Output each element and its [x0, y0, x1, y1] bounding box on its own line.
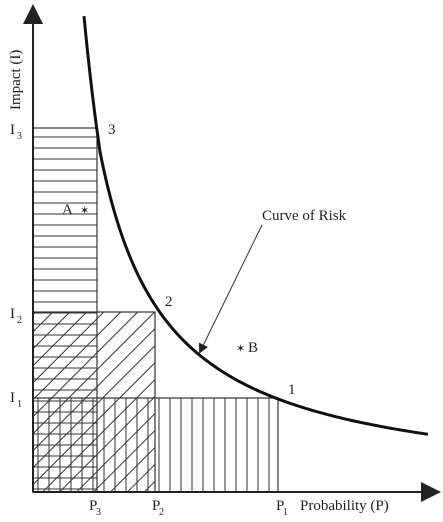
curve-point-label: 1	[288, 382, 296, 398]
x-level-label: P	[89, 498, 97, 514]
curve-label: Curve of Risk	[262, 208, 347, 224]
x-axis-label: Probability (P)	[300, 498, 389, 514]
y-level-label-sub: 3	[17, 131, 22, 142]
marker-star: ✶	[236, 343, 245, 355]
x-level-label-sub: 1	[283, 507, 288, 518]
y-level-label: I	[10, 122, 15, 138]
y-level-label-sub: 2	[17, 315, 22, 326]
risk-curve	[82, 15, 429, 436]
x-level-label: P	[276, 498, 284, 514]
y-level-label-sub: 1	[17, 399, 22, 410]
y-level-label: I	[10, 306, 15, 322]
y-level-label: I	[10, 390, 15, 406]
curve-point-label: 3	[108, 122, 116, 138]
curve-point-label: 2	[165, 294, 173, 310]
marker-label: B	[248, 340, 258, 356]
x-level-label: P	[152, 498, 160, 514]
x-level-label-sub: 3	[96, 507, 101, 518]
curve-label-arrow	[199, 224, 263, 354]
x-level-label-sub: 2	[159, 507, 164, 518]
marker-star: ✶	[80, 205, 89, 217]
marker-label: A	[62, 202, 73, 218]
y-axis-label: Impact (I)	[8, 50, 24, 110]
rect-i1	[32, 397, 279, 493]
